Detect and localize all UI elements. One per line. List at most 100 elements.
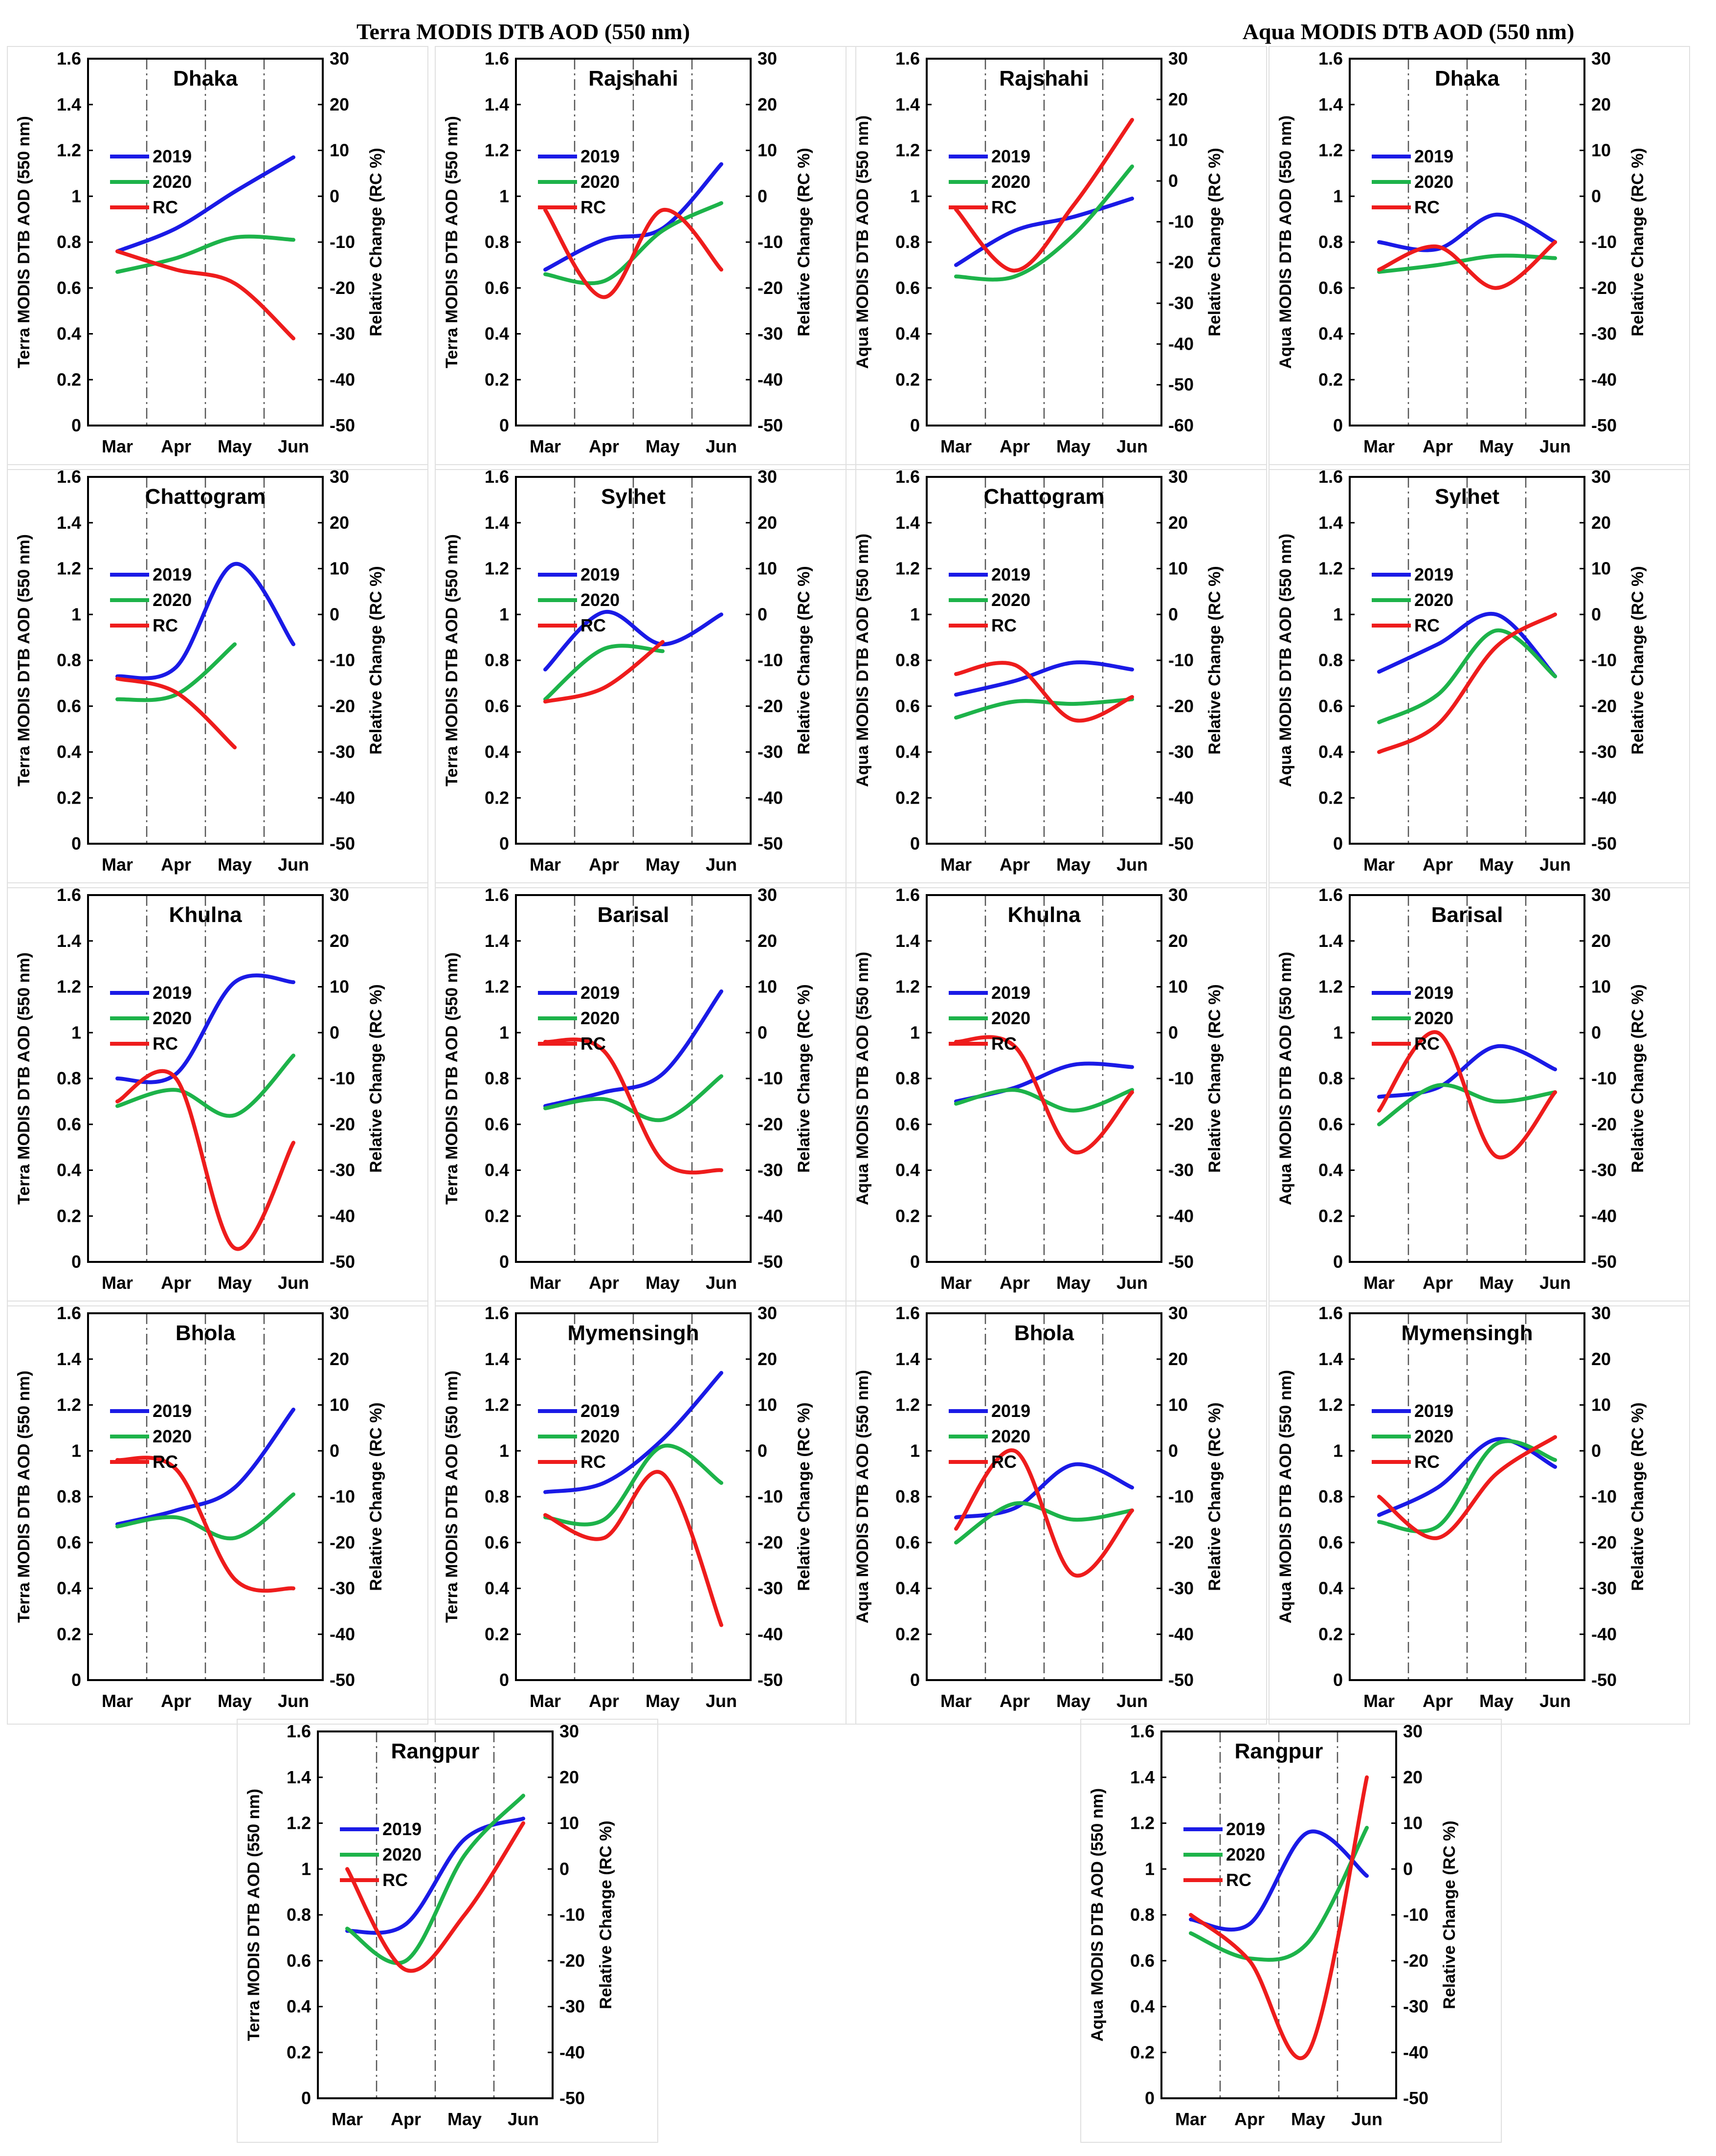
month-label: Mar — [102, 436, 133, 456]
left-tick-label: 0.4 — [485, 742, 509, 762]
left-tick-label: 0.4 — [57, 1160, 81, 1180]
left-tick-label: 1.6 — [1318, 1303, 1343, 1323]
right-tick-label: -30 — [330, 742, 355, 762]
left-tick-label: 0.6 — [485, 278, 509, 298]
right-tick-label: -50 — [758, 415, 783, 435]
month-label: May — [218, 436, 252, 456]
month-label: May — [646, 854, 680, 875]
legend-label-2020: 2020 — [1414, 590, 1453, 610]
right-tick-label: -10 — [758, 650, 783, 670]
month-label: Jun — [1539, 436, 1571, 456]
right-tick-label: -30 — [330, 1578, 355, 1598]
legend-label-2020: 2020 — [153, 172, 192, 192]
left-tick-label: 0.2 — [57, 369, 81, 389]
right-tick-label: -30 — [1591, 1160, 1617, 1180]
legend-label-rc: RC — [991, 1452, 1017, 1472]
legend-label-2020: 2020 — [580, 1008, 620, 1028]
right-tick-label: -40 — [330, 1206, 355, 1226]
left-tick-label: 1.6 — [485, 1303, 509, 1323]
left-tick-label: 0 — [499, 1670, 509, 1690]
month-label: Apr — [161, 436, 191, 456]
right-tick-label: 0 — [1403, 1859, 1413, 1879]
legend-label-rc: RC — [1414, 615, 1440, 635]
right-tick-label: -20 — [758, 1114, 783, 1134]
right-axis-title: Relative Change (RC %) — [1205, 984, 1224, 1172]
month-label: Jun — [1116, 1691, 1148, 1711]
right-tick-label: -50 — [1168, 833, 1194, 853]
chart-terra-mymensingh: 0 0.2 0.4 0.6 0.8 1 1.2 1.4 1.6 -50 -40 -30 -20 -10 0 1… — [435, 1301, 856, 1725]
left-tick-label: 1.4 — [895, 94, 920, 114]
right-axis-title: Relative Change (RC %) — [1628, 1402, 1647, 1591]
right-tick-label: -20 — [330, 1532, 355, 1552]
legend-label-2019: 2019 — [153, 1401, 192, 1421]
series-line-2020 — [543, 644, 665, 701]
month-label: May — [1479, 1691, 1514, 1711]
left-tick-label: 0.2 — [287, 2042, 311, 2062]
series-line-rc — [115, 1069, 295, 1251]
left-tick-label: 0.8 — [57, 232, 81, 252]
left-tick-label: 0 — [301, 2088, 311, 2108]
left-tick-label: 1 — [499, 186, 509, 206]
series-line-2019 — [543, 162, 723, 272]
month-label: Apr — [1000, 436, 1030, 456]
legend-label-2020: 2020 — [991, 1426, 1030, 1446]
legend-label-2020: 2020 — [580, 172, 620, 192]
right-tick-label: -20 — [1168, 252, 1194, 272]
right-tick-label: -20 — [330, 696, 355, 716]
right-tick-label: -50 — [1168, 1670, 1194, 1690]
month-label: Mar — [1363, 436, 1395, 456]
left-tick-label: 1 — [301, 1859, 311, 1879]
legend-label-2019: 2019 — [153, 564, 192, 584]
left-tick-label: 0.8 — [1318, 1486, 1343, 1506]
series-line-2019 — [954, 1462, 1134, 1520]
left-tick-label: 0.2 — [895, 1624, 920, 1644]
series-line-2019 — [1377, 1044, 1557, 1099]
right-tick-label: -10 — [1591, 1486, 1617, 1506]
chart-aqua-khulna: 0 0.2 0.4 0.6 0.8 1 1.2 1.4 1.6 -50 -40 -30 -20 -10 0 1… — [846, 882, 1267, 1306]
left-tick-label: 0 — [499, 833, 509, 853]
legend-label-rc: RC — [1414, 1452, 1440, 1472]
left-tick-label: 0.4 — [895, 1160, 920, 1180]
right-tick-label: 20 — [330, 931, 349, 951]
right-tick-label: 0 — [758, 186, 767, 206]
left-tick-label: 0.4 — [57, 324, 81, 344]
legend-label-rc: RC — [991, 197, 1017, 217]
left-tick-label: 0.6 — [895, 1532, 920, 1552]
panel-border — [237, 1719, 658, 2143]
left-tick-label: 1.4 — [485, 1349, 509, 1369]
left-axis-title: Terra MODIS DTB AOD (550 nm) — [443, 534, 461, 786]
left-tick-label: 1 — [910, 1022, 920, 1042]
right-axis-title: Relative Change (RC %) — [1628, 566, 1647, 754]
series-line-rc — [543, 1037, 723, 1175]
left-tick-label: 0.2 — [1130, 2042, 1155, 2062]
chart-aqua-bhola: 0 0.2 0.4 0.6 0.8 1 1.2 1.4 1.6 -50 -40 -30 -20 -10 0 1… — [846, 1301, 1267, 1725]
right-tick-label: 0 — [758, 1022, 767, 1042]
right-tick-label: 30 — [758, 467, 777, 487]
left-tick-label: 1 — [1333, 1022, 1343, 1042]
left-tick-label: 1 — [499, 1022, 509, 1042]
right-tick-label: 10 — [1591, 977, 1611, 997]
right-tick-label: -50 — [330, 1670, 355, 1690]
right-tick-label: 20 — [758, 94, 777, 114]
series-line-2019 — [954, 196, 1134, 267]
right-tick-label: 0 — [1591, 1440, 1601, 1460]
chart-aqua-dhaka: 0 0.2 0.4 0.6 0.8 1 1.2 1.4 1.6 -50 -40 -30 -20 -10 0 1… — [1269, 46, 1690, 470]
right-tick-label: -10 — [1168, 650, 1194, 670]
month-label: May — [218, 1273, 252, 1293]
chart-terra-dhaka: 0 0.2 0.4 0.6 0.8 1 1.2 1.4 1.6 -50 -40 -30 -20 -10 0 1… — [7, 46, 428, 470]
right-tick-label: 0 — [330, 186, 339, 206]
legend-label-2019: 2019 — [1414, 146, 1453, 166]
left-tick-label: 1.4 — [57, 931, 81, 951]
left-axis-title: Aqua MODIS DTB AOD (550 nm) — [853, 534, 872, 787]
series-line-2020 — [345, 1794, 525, 1965]
right-tick-label: -40 — [1168, 787, 1194, 808]
legend-label-2020: 2020 — [991, 1008, 1030, 1028]
legend-label-2020: 2020 — [153, 1008, 192, 1028]
left-tick-label: 1 — [910, 1440, 920, 1460]
left-tick-label: 0 — [910, 415, 920, 435]
left-tick-label: 0.4 — [485, 324, 509, 344]
left-axis-title: Terra MODIS DTB AOD (550 nm) — [443, 952, 461, 1205]
right-axis-title: Relative Change (RC %) — [597, 1820, 615, 2009]
left-tick-label: 0.8 — [895, 650, 920, 670]
legend-label-rc: RC — [153, 1452, 178, 1472]
